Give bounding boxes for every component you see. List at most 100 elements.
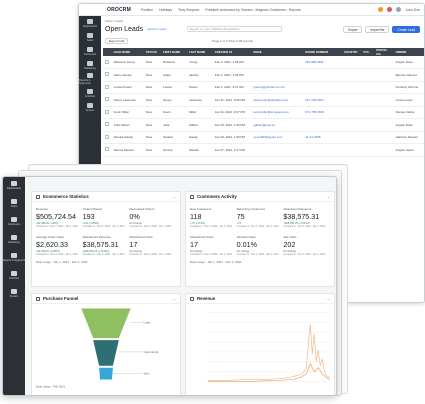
column-header[interactable]: FIRST NAME bbox=[161, 48, 187, 56]
row-checkbox[interactable] bbox=[103, 118, 112, 132]
avatar[interactable] bbox=[396, 7, 402, 12]
top-menu-item[interactable]: Printable customers by Owners - Magento … bbox=[205, 7, 301, 12]
page-title: Open Leads bbox=[105, 25, 144, 33]
column-header[interactable]: PHONE NUMBER bbox=[303, 48, 342, 56]
table-cell bbox=[374, 93, 394, 107]
column-header[interactable]: STA. bbox=[361, 48, 375, 56]
row-checkbox[interactable] bbox=[103, 68, 112, 82]
table-cell: Nancy bbox=[161, 93, 187, 107]
table-row[interactable]: Nancy Lawrence New Nancy Lawrence Jan 31, 20… bbox=[103, 93, 424, 107]
column-header[interactable]: EMAIL bbox=[251, 48, 304, 56]
checkbox[interactable] bbox=[105, 109, 109, 114]
sidebar-item-dashboards[interactable]: Dashboards bbox=[3, 181, 25, 190]
pagination[interactable]: Page 1 of 3 Total of 38 records bbox=[212, 39, 253, 43]
sidebar-item-reports[interactable]: Reports & Segments bbox=[79, 72, 101, 86]
checkbox[interactable] bbox=[105, 134, 109, 139]
row-checkbox[interactable] bbox=[103, 106, 112, 119]
metric-label: Revenue bbox=[36, 207, 49, 211]
table-row[interactable]: Rebecca Young New Rebecca Young Feb 2, 2021,… bbox=[103, 56, 424, 69]
column-header[interactable]: COUNTRY bbox=[341, 48, 362, 56]
sidebar-item-marketing[interactable]: Marketing bbox=[3, 235, 25, 244]
sidebar-item-sales[interactable]: Sales bbox=[3, 199, 25, 208]
checkbox[interactable] bbox=[105, 147, 109, 152]
import-button[interactable]: Import file bbox=[365, 25, 390, 33]
user-name[interactable]: John Doe bbox=[405, 7, 420, 12]
column-header[interactable]: CREATED AT bbox=[212, 48, 252, 56]
table-row[interactable]: Dennis Stewart New Dennis Stewart Jan 27, 20… bbox=[103, 143, 424, 157]
funnel-stage-opportunity[interactable] bbox=[93, 340, 119, 366]
sidebar-item-customers[interactable]: Customers bbox=[3, 217, 25, 226]
column-header[interactable]: LAST NAME bbox=[186, 48, 213, 56]
front-sidebar: Dashboards Sales Customers Marketing Rep… bbox=[2, 177, 26, 395]
sidebar-item-customers[interactable]: Customers bbox=[79, 44, 101, 58]
funnel-stage-won[interactable] bbox=[99, 367, 113, 380]
metric-label: Discounted Orders bbox=[129, 207, 155, 211]
chevron-down-icon[interactable]: ⌄ bbox=[172, 194, 176, 199]
checkbox[interactable] bbox=[105, 72, 109, 77]
column-header[interactable]: LEAD NAME bbox=[111, 48, 144, 56]
sidebar-item-system[interactable]: System bbox=[3, 289, 25, 298]
row-checkbox[interactable] bbox=[103, 56, 112, 69]
metric-label: New Customers bbox=[190, 207, 212, 211]
table-row[interactable]: Julia Gilbert New Julia Gilbert Jan 29, 2021… bbox=[103, 118, 424, 132]
checkbox[interactable] bbox=[105, 59, 109, 64]
cart-icon bbox=[11, 199, 17, 204]
funnel-stage-lead[interactable] bbox=[81, 308, 131, 339]
select-all-column[interactable] bbox=[103, 48, 112, 56]
column-header[interactable]: STATUS bbox=[143, 48, 162, 56]
chevron-down-icon[interactable]: ⌄ bbox=[172, 296, 176, 301]
title-buttons: Export Import file Create Lead bbox=[343, 25, 420, 33]
title-options-link[interactable]: Options Leads bbox=[147, 27, 167, 31]
metric-value: 17 bbox=[129, 240, 138, 249]
sidebar-item-system[interactable]: System bbox=[79, 100, 101, 114]
widget-title: Customers Activity bbox=[197, 194, 237, 199]
chevron-down-icon[interactable]: ⌄ bbox=[326, 296, 330, 301]
column-header[interactable]: POSTAL CO. bbox=[374, 48, 394, 56]
table-cell: 317-295-6637 bbox=[303, 93, 342, 107]
checkbox[interactable] bbox=[105, 122, 109, 127]
sidebar-item-marketing[interactable]: Marketing bbox=[79, 58, 101, 72]
sidebar-item-activities[interactable]: Activities bbox=[79, 86, 101, 100]
table-cell bbox=[303, 81, 342, 94]
sidebar-item-reports[interactable]: Reports & Segments bbox=[2, 253, 26, 262]
table-cell: Jan 29, 2021, 1:39 PM bbox=[212, 131, 252, 144]
widget-title: Purchase Funnel bbox=[43, 296, 79, 301]
table-cell bbox=[251, 143, 304, 157]
grid-view-select[interactable]: Export Grid bbox=[105, 38, 129, 44]
sidebar-item-activities[interactable]: Activities bbox=[3, 271, 25, 280]
table-body: Rebecca Young New Rebecca Young Feb 2, 2021,… bbox=[103, 56, 424, 157]
table-row[interactable]: Sandra Gaedy New Sandra Gaedy Jan 29, 2021, … bbox=[103, 131, 424, 144]
row-checkbox[interactable] bbox=[103, 81, 112, 94]
export-button[interactable]: Export bbox=[343, 25, 363, 33]
brand-logo[interactable]: OROCRM bbox=[107, 6, 131, 13]
row-checkbox[interactable] bbox=[103, 131, 112, 144]
sidebar-item-dashboards[interactable]: Dashboards bbox=[79, 16, 101, 30]
row-checkbox[interactable] bbox=[103, 93, 112, 107]
table-row[interactable]: Louise Peters New Louise Peters Feb 2, 2021,… bbox=[103, 81, 424, 94]
metric-compare: Compare to : Dec 2, 2020 - Jan 1, 2021 bbox=[283, 225, 326, 228]
table-cell: Denise Clarke bbox=[393, 106, 424, 119]
sidebar-item-label: Reports & Segments bbox=[2, 259, 26, 262]
sidebar-item-sales[interactable]: Sales bbox=[79, 30, 101, 44]
metric-compare: Compare to : Dec 2, 2020 - Jan 1, 2021 bbox=[36, 225, 78, 228]
table-row[interactable]: Adam Jacobs New Adam Jacobs Feb 2, 2021, 1:2… bbox=[103, 68, 424, 82]
create-lead-button[interactable]: Create Lead bbox=[392, 25, 420, 33]
top-menu-item[interactable]: Tony Simpson bbox=[178, 7, 200, 12]
table-row[interactable]: Kevin Miller New Kevin Miller Jan 31, 2021, … bbox=[103, 106, 424, 119]
row-checkbox[interactable] bbox=[103, 143, 112, 157]
alert-icon[interactable] bbox=[387, 7, 393, 12]
metric-change: +75 bbox=[236, 222, 242, 225]
table-cell bbox=[374, 68, 394, 82]
checkbox[interactable] bbox=[105, 84, 109, 89]
sidebar-item-label: System bbox=[9, 295, 19, 298]
notification-icon[interactable] bbox=[378, 7, 384, 12]
grid-search-input[interactable]: Search or input "Satisfied Requisition" bbox=[186, 26, 282, 32]
breadcrumb[interactable]: Sales / Leads bbox=[105, 19, 124, 23]
metric-tile: Abandoned Carts 17 No change Compare to : D… bbox=[190, 232, 237, 260]
top-menu-item[interactable]: Holidays bbox=[159, 7, 173, 12]
top-menu-item[interactable]: Position bbox=[140, 7, 154, 12]
column-header[interactable]: OWNER bbox=[393, 48, 424, 56]
checkbox[interactable] bbox=[105, 97, 109, 102]
chevron-down-icon[interactable]: ⌄ bbox=[326, 194, 330, 199]
table-cell: Louise Peters bbox=[111, 81, 144, 94]
